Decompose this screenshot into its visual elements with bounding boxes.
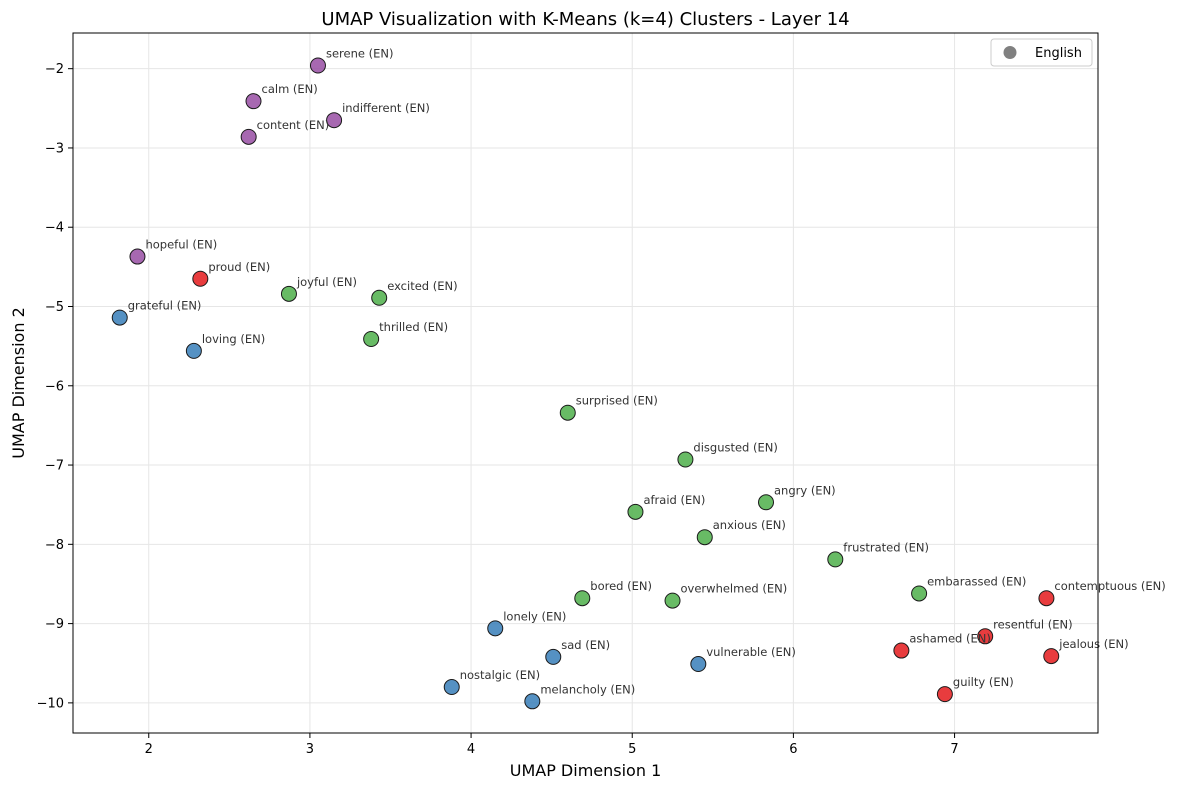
data-point — [559, 404, 576, 421]
data-point — [443, 679, 460, 696]
y-tick-label: −5 — [45, 300, 64, 315]
y-tick-label: −4 — [45, 221, 64, 236]
legend-box — [990, 38, 1093, 67]
data-point — [192, 270, 209, 287]
data-point-label: loving (EN) — [202, 332, 265, 346]
y-tick-label: −9 — [45, 617, 64, 632]
data-point-label: jealous (EN) — [1058, 637, 1128, 651]
data-point-label: serene (EN) — [326, 47, 393, 61]
data-point — [664, 592, 681, 609]
data-point — [371, 289, 388, 306]
data-point-label: guilty (EN) — [953, 675, 1014, 689]
grid-layer — [73, 33, 1098, 733]
x-tick-label: 2 — [145, 742, 153, 757]
data-point-label: disgusted (EN) — [693, 441, 777, 455]
data-point — [240, 128, 257, 145]
data-point — [129, 248, 146, 265]
legend-entry-english: English — [1035, 46, 1082, 61]
data-point — [111, 309, 128, 326]
data-point — [309, 57, 326, 74]
data-point — [326, 112, 343, 129]
y-axis-label: UMAP Dimension 2 — [9, 307, 28, 459]
data-point — [827, 551, 844, 568]
data-point-label: sad (EN) — [561, 638, 610, 652]
data-point — [1043, 648, 1060, 665]
data-point — [363, 331, 380, 348]
tick-layer: 2 3 4 5 6 7 −2 −3 −4 −5 −6 −7 −8 −9 −10 — [37, 62, 959, 757]
data-point-label: melancholy (EN) — [540, 682, 635, 696]
point-layer — [111, 57, 1060, 710]
data-point-label: content (EN) — [257, 118, 330, 132]
data-point — [185, 342, 202, 359]
data-point-label: overwhelmed (EN) — [681, 582, 788, 596]
data-point — [758, 494, 775, 511]
data-point — [245, 93, 262, 110]
data-point — [977, 628, 994, 645]
data-point — [627, 503, 644, 520]
data-point-label: bored (EN) — [590, 579, 652, 593]
data-point — [1038, 590, 1055, 607]
x-tick-label: 4 — [467, 742, 475, 757]
chart-title: UMAP Visualization with K-Means (k=4) Cl… — [321, 9, 849, 30]
data-point-label: surprised (EN) — [576, 394, 658, 408]
data-point — [677, 451, 694, 468]
data-point — [280, 285, 297, 302]
data-point — [936, 686, 953, 703]
data-point-label: proud (EN) — [208, 260, 270, 274]
y-tick-label: −7 — [45, 459, 64, 474]
x-tick-label: 6 — [789, 742, 797, 757]
data-point-label: anxious (EN) — [713, 518, 786, 532]
data-point-label: thrilled (EN) — [379, 320, 448, 334]
data-point-label: indifferent (EN) — [342, 101, 430, 115]
data-point-label: frustrated (EN) — [843, 540, 929, 554]
y-tick-label: −10 — [37, 696, 64, 711]
x-tick-label: 7 — [950, 742, 958, 757]
x-tick-label: 3 — [306, 742, 314, 757]
y-tick-label: −8 — [45, 538, 64, 553]
data-point — [690, 656, 707, 673]
data-point-label: angry (EN) — [774, 483, 836, 497]
data-point-label: resentful (EN) — [993, 617, 1072, 631]
data-point-label: grateful (EN) — [128, 299, 202, 313]
point-label-layer: serene (EN) calm (EN) indifferent (EN) cont… — [128, 47, 1166, 697]
legend-marker — [1003, 46, 1017, 59]
x-tick-label: 5 — [628, 742, 636, 757]
data-point — [574, 590, 591, 607]
data-point-label: embarassed (EN) — [927, 574, 1026, 588]
y-tick-label: −6 — [45, 379, 64, 394]
data-point-label: vulnerable (EN) — [706, 645, 796, 659]
y-tick-label: −2 — [45, 62, 64, 77]
data-point-label: ashamed (EN) — [909, 632, 990, 646]
data-point — [911, 585, 928, 602]
data-point-label: afraid (EN) — [643, 493, 705, 507]
data-point — [524, 693, 541, 710]
data-point — [545, 648, 562, 665]
data-point-label: joyful (EN) — [296, 275, 357, 289]
y-tick-label: −3 — [45, 141, 64, 156]
data-point — [696, 529, 713, 546]
data-point — [487, 620, 504, 637]
data-point-label: contemptuous (EN) — [1054, 579, 1165, 593]
data-point-label: lonely (EN) — [503, 609, 566, 623]
data-point — [893, 642, 910, 659]
data-point-label: excited (EN) — [387, 279, 457, 293]
data-point-label: hopeful (EN) — [145, 238, 217, 252]
x-axis-label: UMAP Dimension 1 — [510, 761, 662, 780]
data-point-label: calm (EN) — [262, 82, 318, 96]
plot-frame — [72, 32, 1099, 734]
data-point-label: nostalgic (EN) — [460, 668, 540, 682]
legend: English — [990, 38, 1093, 67]
